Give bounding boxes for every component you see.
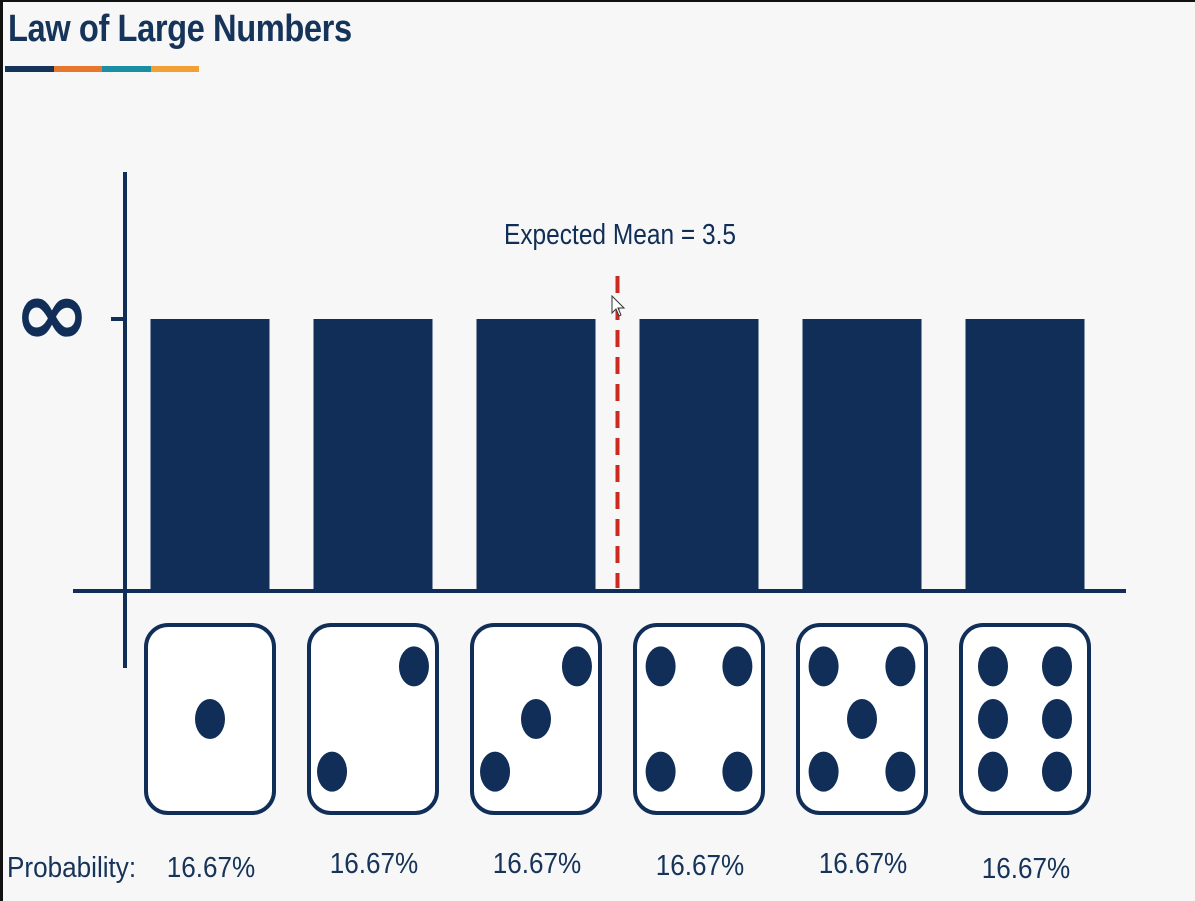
bar-4: [639, 319, 759, 591]
die-1-icon: [144, 623, 276, 815]
probability-value: 16.67%: [329, 848, 419, 880]
title-underline: [5, 66, 199, 72]
probability-value: 16.67%: [492, 848, 582, 880]
dice-group: [144, 623, 1091, 815]
window-edge-left: [0, 0, 3, 901]
die-2-icon: [307, 623, 439, 815]
bars-group: [150, 319, 1085, 591]
underline-segment: [150, 66, 199, 72]
slide-title: Law of Large Numbers: [8, 8, 352, 50]
die-6-icon: [959, 623, 1091, 815]
die-3-icon: [470, 623, 602, 815]
y-tick-label-infinity: ∞: [14, 260, 91, 367]
bar-2: [313, 319, 433, 591]
die-4-icon: [633, 623, 765, 815]
probability-label: Probability:: [7, 852, 137, 884]
underline-segment: [102, 66, 151, 72]
underline-segment: [53, 66, 102, 72]
mouse-cursor-icon: [611, 295, 626, 317]
bar-3: [476, 319, 596, 591]
die-5-icon: [796, 623, 928, 815]
bar-5: [802, 319, 922, 591]
window-edge-top: [0, 0, 1195, 2]
bar-1: [150, 319, 270, 591]
underline-segment: [5, 66, 54, 72]
probability-value: 16.67%: [655, 850, 745, 882]
bar-6: [965, 319, 1085, 591]
probability-value: 16.67%: [981, 853, 1071, 885]
expected-mean-label: Expected Mean = 3.5: [504, 219, 736, 251]
probability-value: 16.67%: [818, 848, 908, 880]
probability-value: 16.67%: [166, 852, 256, 884]
